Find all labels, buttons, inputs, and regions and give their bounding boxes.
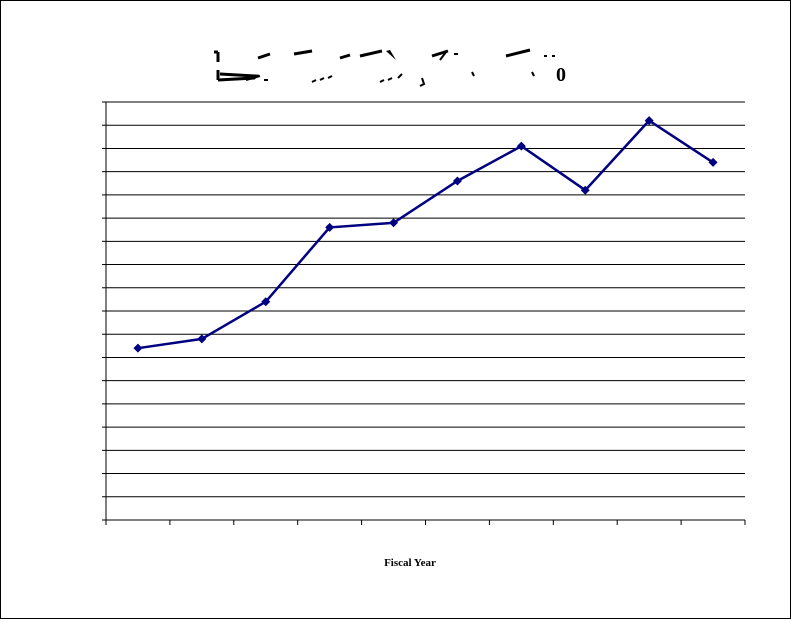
chart-title-fragment: 0 [556,64,566,86]
data-point-marker [197,334,207,344]
data-point-marker [389,218,399,228]
chart-title-line-1-glyphs [214,48,555,62]
x-axis-label: Fiscal Year [384,557,436,569]
chart-title: 0 [200,40,580,96]
series-line [137,118,714,350]
data-point-marker [261,297,271,307]
data-point-marker [133,343,143,353]
chart-title-line-1 [200,44,580,66]
data-point-marker [644,116,654,126]
chart-title-line-2-glyphs [216,70,535,87]
chart-title-line-2: 0 [200,64,580,88]
data-point-marker [708,157,718,167]
data-point-marker [452,176,462,186]
data-point-marker [516,141,526,151]
data-point-marker [325,222,335,232]
data-point-marker [580,185,590,195]
